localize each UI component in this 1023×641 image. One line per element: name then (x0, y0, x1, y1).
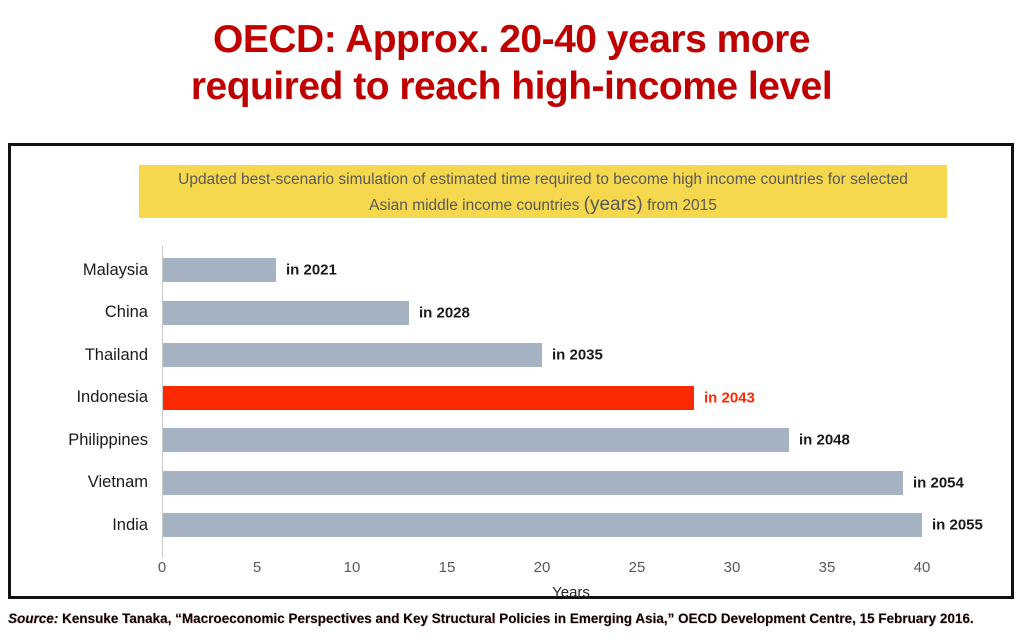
source-label: Source: (8, 611, 59, 626)
title-line-1: OECD: Approx. 20-40 years more (213, 18, 810, 61)
page-title: OECD: Approx. 20-40 years more required … (0, 16, 1023, 110)
bar (162, 343, 542, 368)
x-tick-label: 0 (157, 559, 167, 576)
bar (162, 300, 409, 325)
bar-value-label: in 2043 (704, 389, 755, 407)
banner-line-2-prefix: Asian middle income countries (369, 197, 584, 214)
x-tick-label: 20 (533, 559, 551, 576)
bar-track: in 2055 (162, 513, 1011, 538)
chart-row: Philippines in 2048 (11, 419, 1011, 462)
category-label: China (104, 303, 148, 322)
source-note: Source: Kensuke Tanaka, “Macroeconomic P… (8, 611, 1018, 626)
x-tick-label: 15 (438, 559, 456, 576)
x-tick-label: 10 (343, 559, 361, 576)
bar-track: in 2035 (162, 343, 1011, 368)
bar-value-label: in 2021 (286, 261, 337, 279)
bar-value-label: in 2055 (932, 516, 983, 534)
bar-track: in 2043 (162, 385, 1011, 410)
x-tick-label: 25 (628, 559, 646, 576)
bar (162, 470, 903, 495)
chart-row: India in 2055 (11, 504, 1011, 547)
source-text: Kensuke Tanaka, “Macroeconomic Perspecti… (58, 611, 974, 626)
bar (162, 513, 922, 538)
chart-row: Thailand in 2035 (11, 334, 1011, 377)
y-axis-line (162, 246, 163, 558)
category-label: Vietnam (87, 473, 148, 492)
x-tick-label: 5 (252, 559, 262, 576)
chart-row: Vietnam in 2054 (11, 462, 1011, 505)
category-label: Malaysia (82, 260, 148, 279)
bar-track: in 2048 (162, 428, 1011, 453)
category-label: Philippines (68, 430, 148, 449)
chart-row: China in 2028 (11, 292, 1011, 335)
x-tick-label: 35 (818, 559, 836, 576)
x-axis-ticks: 0 5 10 15 20 25 30 35 40 (11, 559, 1011, 579)
banner-line-2: Asian middle income countries (years) fr… (139, 192, 947, 218)
bar-value-label: in 2054 (913, 474, 964, 492)
chart-frame: Updated best-scenario simulation of esti… (8, 143, 1014, 601)
x-tick-label: 40 (913, 559, 931, 576)
chart-row: Malaysia in 2021 (11, 249, 1011, 292)
bar-value-label: in 2048 (799, 431, 850, 449)
title-line-2: required to reach high-income level (190, 65, 833, 108)
x-axis-title: Years (552, 584, 590, 601)
chart-subtitle-banner: Updated best-scenario simulation of esti… (139, 165, 947, 218)
bar-highlighted (162, 385, 694, 410)
bar (162, 428, 789, 453)
bar (162, 258, 276, 283)
category-label: Thailand (84, 345, 148, 364)
category-label: India (112, 515, 148, 534)
chart-row: Indonesia in 2043 (11, 377, 1011, 420)
banner-line-2-suffix: from 2015 (642, 197, 717, 214)
bar-track: in 2054 (162, 470, 1011, 495)
banner-line-1: Updated best-scenario simulation of esti… (178, 171, 908, 188)
bar-chart: Malaysia in 2021 China in 2028 Thailand in 20… (11, 249, 1011, 547)
bar-track: in 2028 (162, 300, 1011, 325)
bar-value-label: in 2028 (419, 304, 470, 322)
bar-value-label: in 2035 (552, 346, 603, 364)
category-label: Indonesia (76, 388, 148, 407)
banner-years-emphasis: (years) (583, 194, 643, 215)
bar-track: in 2021 (162, 258, 1011, 283)
x-tick-label: 30 (723, 559, 741, 576)
